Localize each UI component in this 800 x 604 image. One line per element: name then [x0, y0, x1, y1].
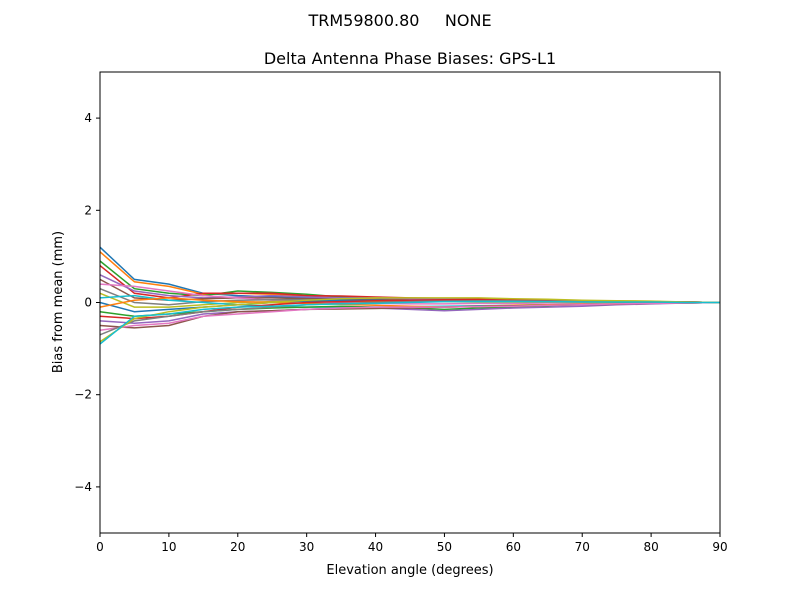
x-axis-label: Elevation angle (degrees) [326, 563, 493, 578]
series-line-17 [99, 301, 721, 331]
chart-title: Delta Antenna Phase Biases: GPS-L1 [264, 49, 556, 68]
x-tick-label: 20 [230, 540, 245, 554]
x-tick-label: 30 [299, 540, 314, 554]
plot-area [99, 246, 721, 345]
x-tick-label: 0 [96, 540, 104, 554]
y-tick-label: −2 [74, 388, 92, 402]
y-axis-label: Bias from mean (mm) [51, 231, 66, 373]
x-axis: 0 10 20 30 40 50 60 70 80 90 [96, 533, 728, 554]
y-axis: −4 −2 0 2 4 [74, 111, 100, 494]
x-tick-label: 70 [575, 540, 590, 554]
x-tick-label: 40 [368, 540, 383, 554]
series-line-19 [99, 297, 721, 343]
y-tick-label: 4 [84, 111, 92, 125]
x-tick-label: 90 [712, 540, 727, 554]
x-tick-label: 50 [437, 540, 452, 554]
y-tick-label: 2 [84, 203, 92, 217]
chart-suptitle: TRM59800.80 NONE [307, 11, 491, 30]
series-line-20 [99, 300, 720, 345]
x-tick-label: 10 [161, 540, 176, 554]
y-tick-label: 0 [84, 296, 92, 310]
series-line-3 [99, 260, 721, 304]
x-tick-label: 80 [643, 540, 658, 554]
y-tick-label: −4 [74, 480, 92, 494]
x-tick-label: 60 [506, 540, 521, 554]
